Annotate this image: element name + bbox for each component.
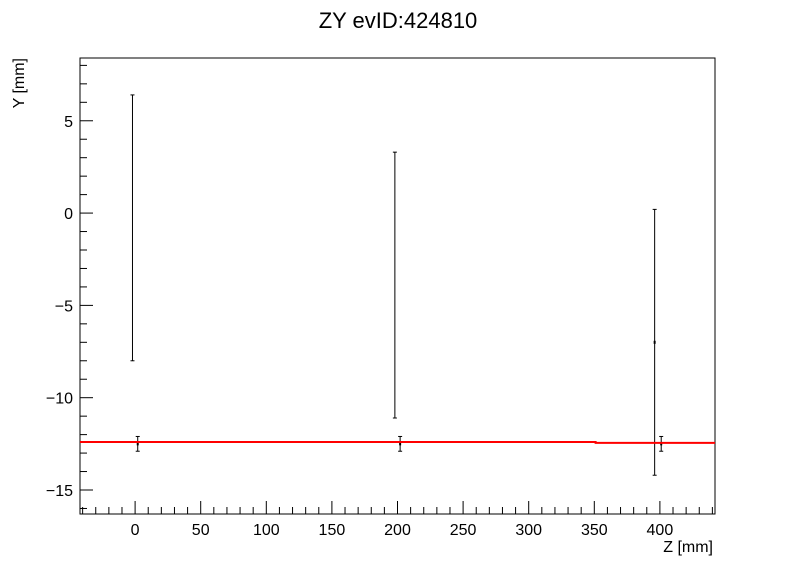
y-tick-label: −5 bbox=[55, 298, 73, 315]
x-tick-label: 200 bbox=[384, 522, 411, 539]
error-bar bbox=[135, 435, 140, 452]
x-axis-tick-labels: 0 50 100 150 200 250 300 350 400 bbox=[131, 522, 674, 539]
data-point bbox=[399, 442, 402, 446]
x-tick-label: 400 bbox=[647, 522, 674, 539]
data-point bbox=[653, 340, 656, 344]
y-tick-label: −10 bbox=[46, 391, 73, 408]
x-tick-label: 350 bbox=[581, 522, 608, 539]
y-tick-label: 5 bbox=[64, 114, 73, 131]
y-axis-label: Y [mm] bbox=[11, 58, 28, 108]
error-bar bbox=[398, 435, 403, 452]
x-tick-label: 250 bbox=[450, 522, 477, 539]
y-tick-label: −15 bbox=[46, 483, 73, 500]
x-axis-ticks bbox=[82, 501, 713, 514]
y-tick-label: 0 bbox=[64, 206, 73, 223]
y-axis-tick-labels: −15 −10 −5 0 5 bbox=[46, 114, 73, 500]
plot-frame bbox=[79, 57, 716, 515]
fit-line bbox=[80, 441, 715, 444]
error-bar bbox=[392, 151, 397, 419]
data-marks bbox=[80, 94, 715, 476]
x-tick-label: 100 bbox=[253, 522, 280, 539]
x-tick-label: 150 bbox=[319, 522, 346, 539]
error-bar bbox=[652, 208, 657, 476]
x-tick-label: 50 bbox=[192, 522, 210, 539]
chart-title: ZY evID:424810 bbox=[319, 8, 478, 33]
y-axis-ticks bbox=[80, 64, 93, 509]
data-point bbox=[136, 442, 139, 446]
x-tick-label: 300 bbox=[515, 522, 542, 539]
x-tick-label: 0 bbox=[131, 522, 140, 539]
error-bar bbox=[130, 94, 135, 362]
x-axis-label: Z [mm] bbox=[663, 539, 713, 556]
